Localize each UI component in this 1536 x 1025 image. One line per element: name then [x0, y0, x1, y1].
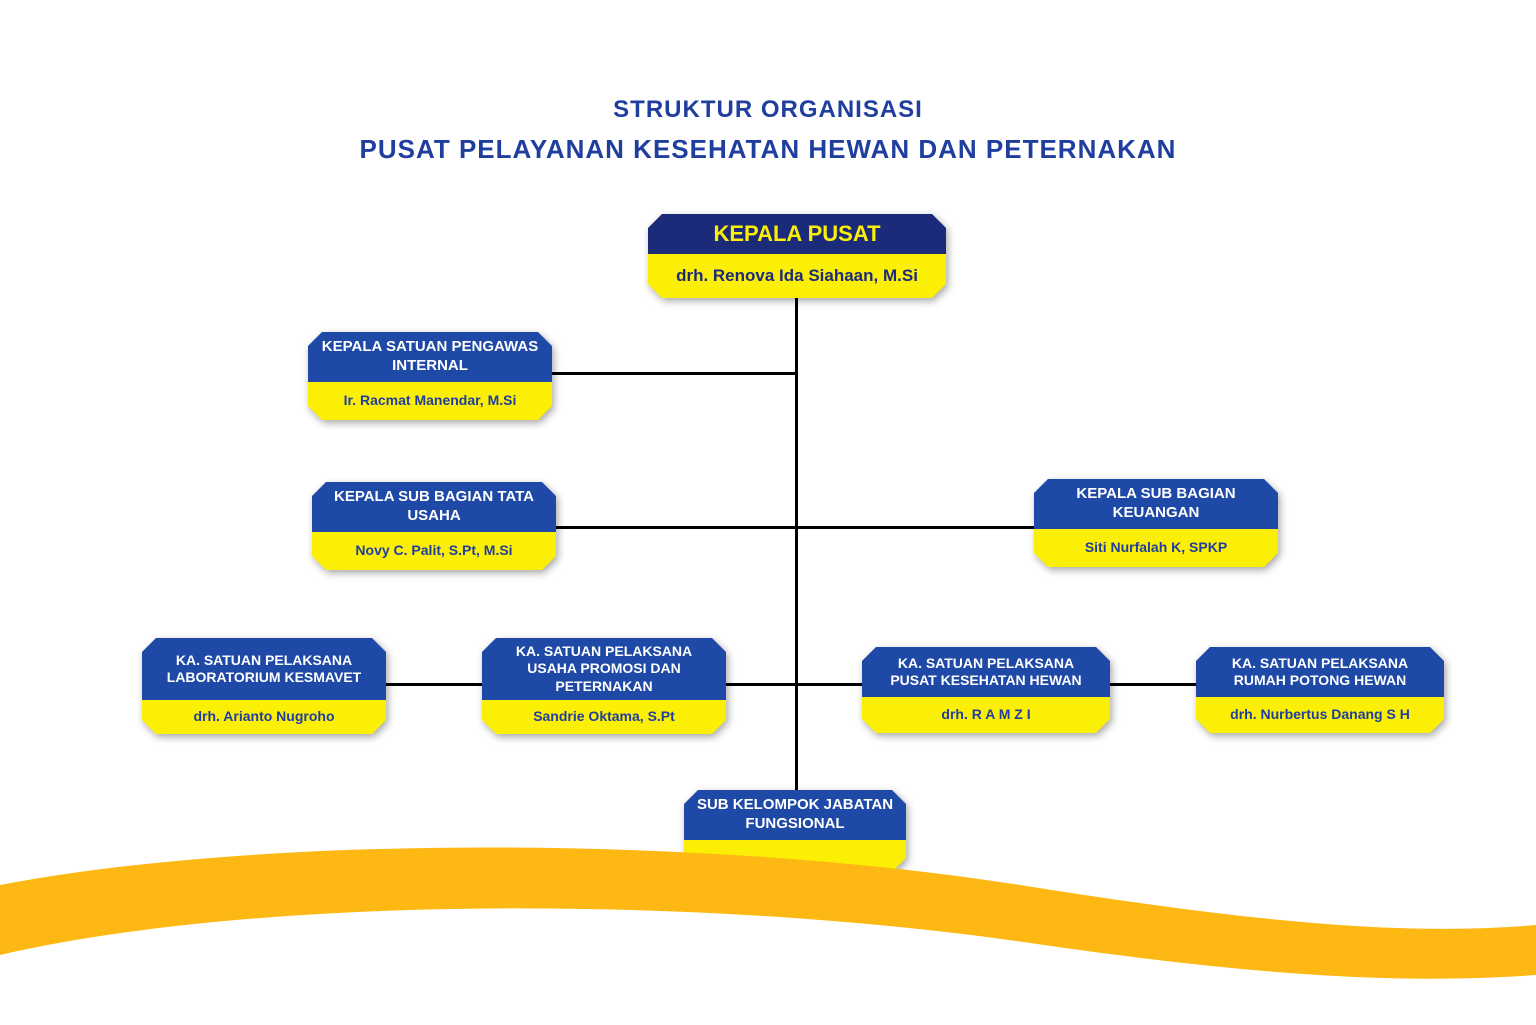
org-node-head-name: drh. Renova Ida Siahaan, M.Si: [648, 254, 946, 298]
org-node-tu-title: KEPALA SUB BAGIAN TATA USAHA: [312, 482, 556, 532]
org-node-spi-name: Ir. Racmat Manendar, M.Si: [308, 382, 552, 420]
page-title-block: STRUKTUR ORGANISASI PUSAT PELAYANAN KESE…: [0, 96, 1536, 165]
org-node-keu-name: Siti Nurfalah K, SPKP: [1034, 529, 1278, 567]
org-node-head: KEPALA PUSATdrh. Renova Ida Siahaan, M.S…: [648, 214, 946, 298]
org-node-pkh-name: drh. R A M Z I: [862, 697, 1110, 733]
org-node-promo-name: Sandrie Oktama, S.Pt: [482, 700, 726, 734]
org-node-head-title: KEPALA PUSAT: [648, 214, 946, 254]
org-node-pkh: KA. SATUAN PELAKSANA PUSAT KESEHATAN HEW…: [862, 647, 1110, 733]
org-node-rph-title: KA. SATUAN PELAKSANA RUMAH POTONG HEWAN: [1196, 647, 1444, 697]
org-node-promo-title: KA. SATUAN PELAKSANA USAHA PROMOSI DAN P…: [482, 638, 726, 700]
org-node-rph-name: drh. Nurbertus Danang S H: [1196, 697, 1444, 733]
org-node-promo: KA. SATUAN PELAKSANA USAHA PROMOSI DAN P…: [482, 638, 726, 734]
connector-head-fungsional: [795, 298, 798, 790]
title-line-1: STRUKTUR ORGANISASI: [0, 96, 1536, 124]
footer-wave: [0, 825, 1536, 1025]
org-node-keu: KEPALA SUB BAGIAN KEUANGANSiti Nurfalah …: [1034, 479, 1278, 567]
org-node-keu-title: KEPALA SUB BAGIAN KEUANGAN: [1034, 479, 1278, 529]
org-node-lab-title: KA. SATUAN PELAKSANA LABORATORIUM KESMAV…: [142, 638, 386, 700]
org-node-lab: KA. SATUAN PELAKSANA LABORATORIUM KESMAV…: [142, 638, 386, 734]
org-node-tu-name: Novy C. Palit, S.Pt, M.Si: [312, 532, 556, 570]
org-node-rph: KA. SATUAN PELAKSANA RUMAH POTONG HEWANd…: [1196, 647, 1444, 733]
org-node-spi-title: KEPALA SATUAN PENGAWAS INTERNAL: [308, 332, 552, 382]
connector-trunk-tu-keu: [556, 526, 1034, 529]
connector-trunk-spi: [552, 372, 795, 375]
org-node-lab-name: drh. Arianto Nugroho: [142, 700, 386, 734]
title-line-2: PUSAT PELAYANAN KESEHATAN HEWAN DAN PETE…: [0, 134, 1536, 165]
org-node-pkh-title: KA. SATUAN PELAKSANA PUSAT KESEHATAN HEW…: [862, 647, 1110, 697]
org-node-tu: KEPALA SUB BAGIAN TATA USAHANovy C. Pali…: [312, 482, 556, 570]
org-node-spi: KEPALA SATUAN PENGAWAS INTERNALIr. Racma…: [308, 332, 552, 420]
